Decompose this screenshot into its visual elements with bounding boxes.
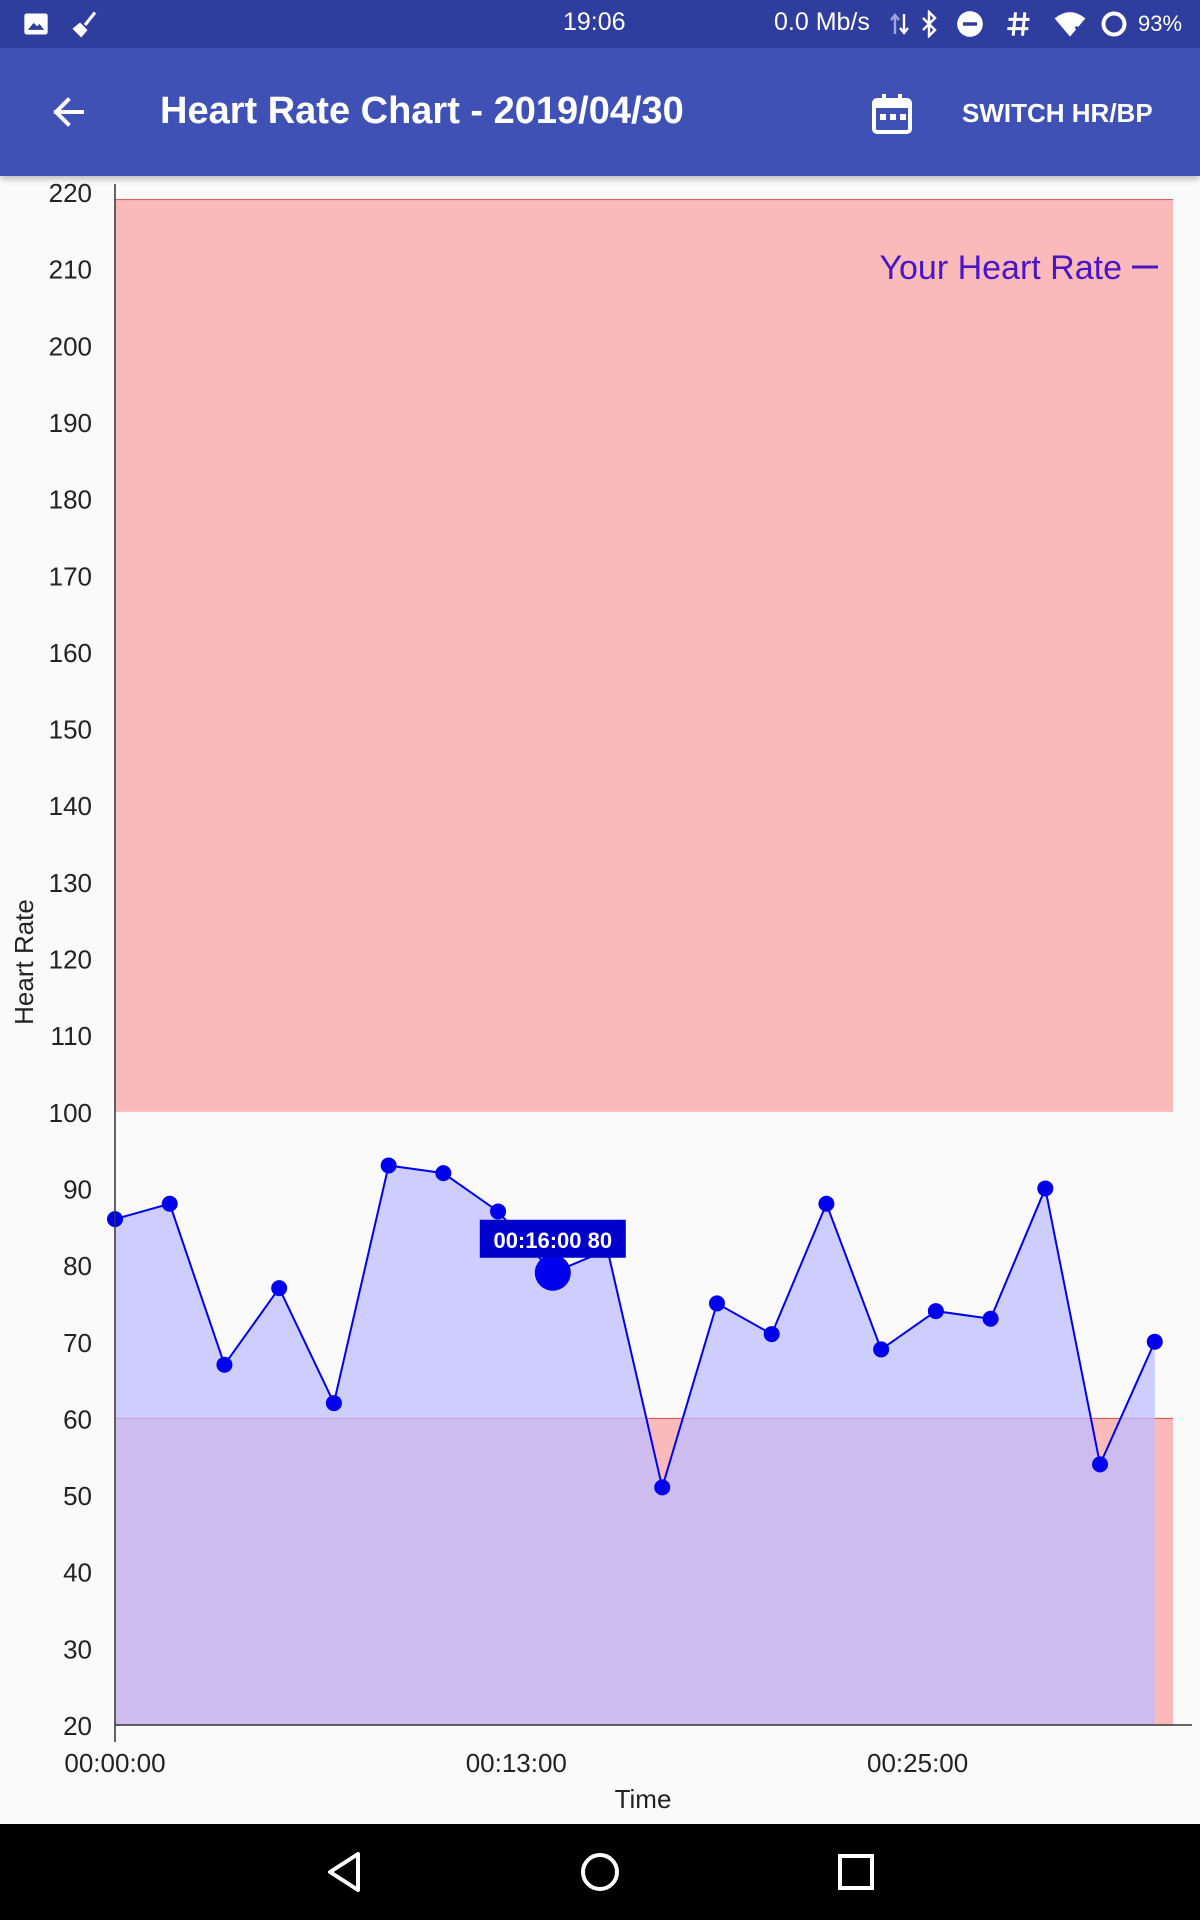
- y-tick-label: 70: [63, 1328, 92, 1358]
- data-point-7[interactable]: [490, 1203, 507, 1220]
- heart-rate-chart: 220 210 200 190 180 170 160 150 140 130 120 110 100 9…: [0, 176, 1200, 1826]
- calendar-icon[interactable]: [868, 90, 916, 138]
- data-point-4[interactable]: [325, 1395, 342, 1412]
- arrow-left-icon[interactable]: [44, 88, 104, 136]
- y-tick-label: 130: [49, 868, 92, 898]
- x-tick-label: 00:00:00: [64, 1748, 165, 1778]
- status-bar: 19:06 0.0 Mb/s 93%: [0, 0, 1200, 48]
- network-speed: 0.0 Mb/s: [774, 8, 870, 36]
- data-point-8[interactable]: [534, 1254, 571, 1291]
- y-tick-label: 220: [49, 178, 92, 208]
- x-tick-label: 00:25:00: [867, 1748, 968, 1778]
- y-axis-label: Heart Rate: [9, 899, 39, 1025]
- data-point-12[interactable]: [763, 1326, 780, 1343]
- app-bar: Heart Rate Chart - 2019/04/30 SWITCH HR/…: [0, 48, 1200, 176]
- y-tick-label: 80: [63, 1251, 92, 1281]
- y-tick-label: 190: [49, 408, 92, 438]
- data-point-3[interactable]: [271, 1280, 288, 1297]
- series-line-0: [114, 1164, 1156, 1492]
- y-tick-label: 160: [49, 638, 92, 668]
- image-icon: [24, 13, 48, 35]
- range-band-0: [115, 199, 1173, 1112]
- y-tick-label: 180: [49, 485, 92, 515]
- data-point-11[interactable]: [708, 1295, 725, 1312]
- do-not-disturb-icon: [957, 11, 983, 37]
- data-point-2[interactable]: [216, 1356, 233, 1373]
- legend-label: Your Heart Rate: [879, 249, 1122, 287]
- status-time: 19:06: [563, 8, 626, 36]
- y-tick-label: 50: [63, 1481, 92, 1511]
- data-point-19[interactable]: [1146, 1333, 1163, 1350]
- y-tick-label: 120: [49, 945, 92, 975]
- y-tick-label: 150: [49, 715, 92, 745]
- wifi-icon: [1054, 12, 1086, 37]
- data-point-10[interactable]: [654, 1479, 671, 1496]
- bluetooth-icon: [922, 10, 937, 38]
- page-title: Heart Rate Chart - 2019/04/30: [160, 90, 684, 132]
- y-tick-label: 60: [63, 1404, 92, 1434]
- x-axis-label: Time: [615, 1784, 672, 1814]
- y-tick-label: 110: [51, 1021, 92, 1051]
- y-tick-label: 140: [49, 791, 92, 821]
- data-point-14[interactable]: [873, 1341, 890, 1358]
- x-tick-label: 00:13:00: [466, 1748, 567, 1778]
- y-tick-label: 170: [49, 561, 92, 591]
- data-point-13[interactable]: [818, 1195, 835, 1212]
- data-arrows-icon: [890, 13, 909, 35]
- data-point-15[interactable]: [927, 1303, 944, 1320]
- y-tick-label: 90: [63, 1174, 92, 1204]
- back-triangle-icon[interactable]: [316, 1844, 372, 1900]
- battery-level: 93%: [1138, 11, 1183, 36]
- tooltip-box: [479, 1219, 626, 1258]
- y-tick-label: 30: [63, 1634, 92, 1664]
- data-point-16[interactable]: [982, 1310, 999, 1327]
- tooltip-label: 00:16:00 80: [493, 1228, 612, 1253]
- broom-icon: [72, 11, 97, 38]
- hashtag-icon: [1007, 12, 1030, 36]
- y-tick-label: 100: [49, 1098, 92, 1128]
- chart-svg: 220 210 200 190 180 170 160 150 140 130 120 110 100 9…: [9, 178, 1192, 1814]
- switch-hr-bp-button[interactable]: SWITCH HR/BP: [962, 98, 1153, 128]
- y-tick-label: 200: [49, 331, 92, 361]
- home-circle-icon[interactable]: [572, 1844, 628, 1900]
- navigation-bar: [0, 1824, 1200, 1920]
- data-point-17[interactable]: [1037, 1180, 1054, 1197]
- data-point-6[interactable]: [435, 1165, 452, 1182]
- series-area-0: [115, 1165, 1155, 1725]
- y-tick-label: 210: [49, 255, 92, 285]
- y-tick-label: 20: [63, 1711, 92, 1741]
- data-point-5[interactable]: [380, 1157, 397, 1174]
- data-point-1[interactable]: [161, 1195, 178, 1212]
- recents-square-icon[interactable]: [828, 1844, 884, 1900]
- battery-ring-icon: [1101, 11, 1127, 37]
- data-point-18[interactable]: [1092, 1456, 1109, 1473]
- y-tick-label: 40: [63, 1558, 92, 1588]
